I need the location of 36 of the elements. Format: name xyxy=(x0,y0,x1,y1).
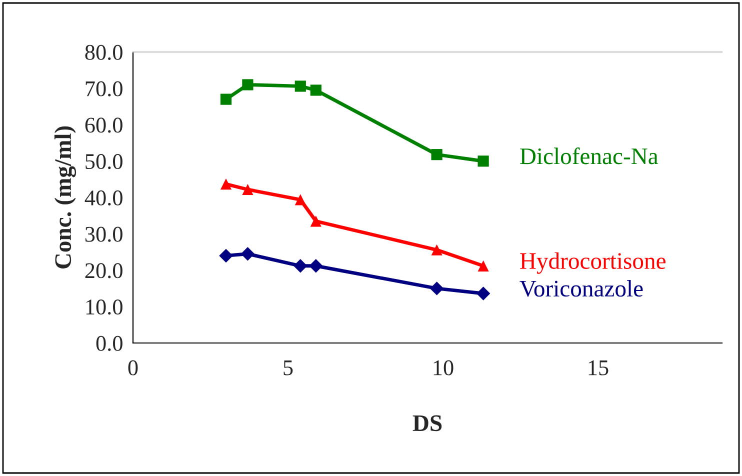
x-tick-label: 15 xyxy=(588,360,608,376)
y-tick-label: 80.0 xyxy=(85,44,122,60)
y-tick-label: 30.0 xyxy=(85,226,122,242)
y-tick-label: 40.0 xyxy=(84,190,122,206)
point xyxy=(294,259,308,273)
y-tick-label: 70.0 xyxy=(86,81,122,96)
y-tick-label: 50.0 xyxy=(86,154,122,170)
x-tick-label: 10 xyxy=(434,360,454,376)
y-axis-title: Conc. (mg/ml) xyxy=(54,126,76,268)
y-tick-label: 0.0 xyxy=(96,336,122,352)
y-tick-label: 20.0 xyxy=(85,263,122,278)
point xyxy=(478,260,489,272)
point xyxy=(476,286,490,300)
point xyxy=(220,178,232,190)
point xyxy=(309,259,323,273)
point xyxy=(310,84,322,96)
x-tick-label: 5 xyxy=(284,360,293,376)
point xyxy=(294,80,306,92)
series-label: Hydrocortisone xyxy=(520,252,666,274)
series-label: Diclofenac-Na xyxy=(520,147,658,164)
y-tick-label: 60.0 xyxy=(85,118,122,133)
point xyxy=(242,79,254,90)
x-tick-label: 0 xyxy=(128,360,138,376)
point xyxy=(240,247,255,261)
point xyxy=(431,149,442,160)
x-axis-title: DS xyxy=(412,415,442,432)
point xyxy=(219,248,233,263)
series-label: Voriconazole xyxy=(520,280,643,297)
point xyxy=(431,244,442,256)
point xyxy=(294,194,306,206)
point xyxy=(242,184,254,196)
point xyxy=(478,156,489,167)
point xyxy=(310,216,322,227)
y-tick-label: 10.0 xyxy=(86,300,122,315)
point xyxy=(430,282,444,296)
point xyxy=(220,94,232,105)
